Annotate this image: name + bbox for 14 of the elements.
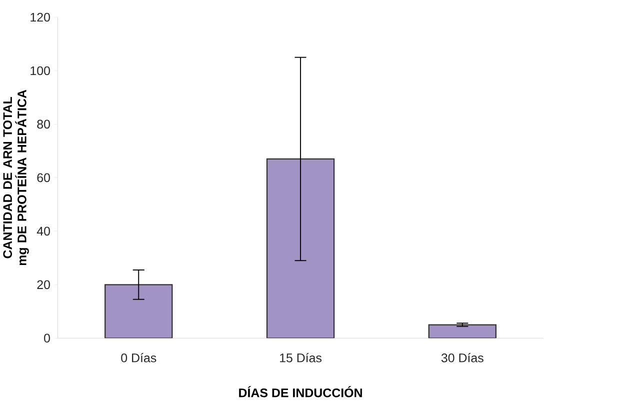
bar: [104, 284, 173, 338]
x-axis-title: DÍAS DE INDUCCIÓN: [239, 386, 362, 398]
y-tick-label: 40: [36, 226, 50, 236]
bar: [428, 324, 497, 338]
x-tick-label: 30 Días: [441, 353, 484, 362]
x-tick-label: 15 Días: [280, 353, 322, 362]
y-tick-label: 60: [37, 173, 50, 182]
y-axis-title: CANTIDAD DE ARN TOTAL mg DE PROTEÍNA HEPÁTICA: [3, 90, 29, 266]
y-tick-label: 0: [44, 334, 50, 343]
x-tick-label: 0 Días: [121, 353, 156, 362]
y-tick-label: 120: [30, 12, 50, 22]
y-tick-label: 80: [37, 120, 50, 129]
y-tick-label: 100: [30, 66, 50, 76]
y-tick-label: 20: [37, 280, 50, 290]
